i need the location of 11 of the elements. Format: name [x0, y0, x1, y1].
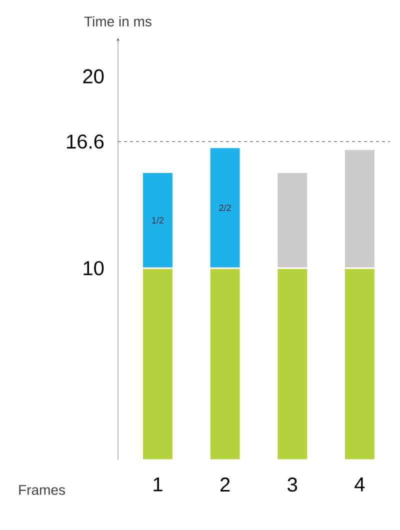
x-tick-label: 2: [220, 478, 230, 492]
x-tick-label: 1: [154, 478, 162, 492]
y-axis-title: Time in ms: [84, 16, 152, 26]
y-tick-label: 20: [83, 69, 104, 84]
x-axis-title: Frames: [19, 485, 65, 495]
x-tick-label: 4: [354, 478, 365, 492]
x-tick-label: 3: [288, 478, 298, 492]
y-tick-label: 16.6: [67, 134, 104, 149]
y-tick-label: 10: [84, 261, 104, 276]
annotation: 1/2: [152, 216, 164, 224]
annotation: 2/2: [219, 204, 231, 212]
